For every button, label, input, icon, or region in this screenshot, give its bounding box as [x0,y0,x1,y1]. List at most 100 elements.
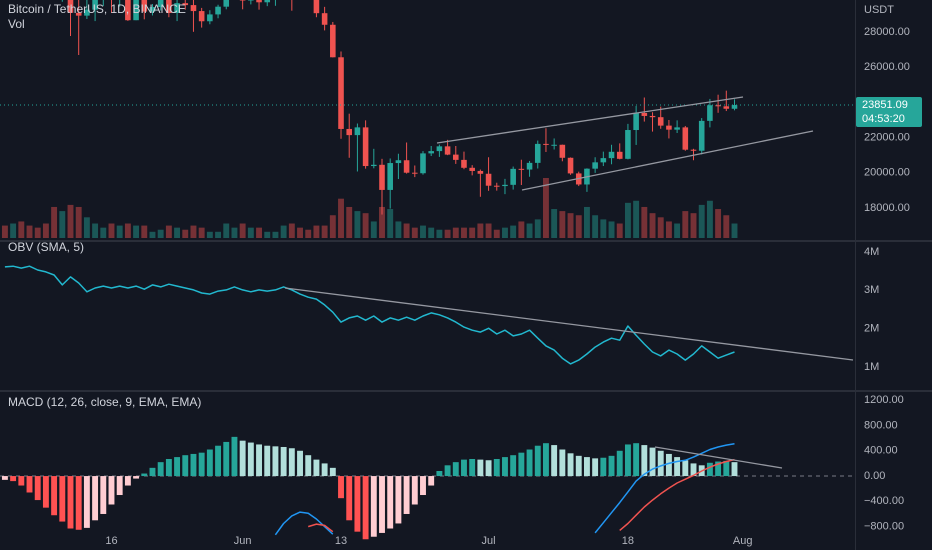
histogram-bar [329,467,336,477]
chart-title: Bitcoin / TetherUS, 1D, BINANCE [8,2,186,16]
x-tick-label: Aug [733,535,753,547]
volume-bar [477,223,484,238]
candle-body [666,125,672,130]
last-price-tag [856,97,922,128]
volume-bar [395,221,402,238]
candle-body [354,127,361,136]
candle-body [616,151,623,159]
histogram-bar [174,457,181,477]
histogram-bar [239,440,246,477]
candle-body [674,127,680,130]
histogram-bar [616,450,623,477]
histogram-bar [706,462,713,477]
volume-bar [690,213,697,238]
histogram-bar [477,459,484,477]
volume-bar [157,229,164,238]
histogram-bar [469,458,476,477]
candle-body [592,162,598,169]
candle-body [436,146,443,152]
volume-bar [247,227,254,238]
volume-bar [575,215,582,238]
candle-body [731,105,738,109]
y-tick-label: 800.00 [864,419,898,431]
volume-bar [461,227,467,238]
histogram-bar [379,476,385,533]
candle-body [223,0,230,7]
x-tick-label: 13 [335,535,347,547]
candle-body [141,0,148,12]
volume-bar [624,202,631,238]
volume-bar [723,215,730,238]
candle-body [420,153,426,174]
histogram-bar [26,476,33,493]
histogram-bar [1,476,8,480]
volume-bar [665,221,672,238]
candle-body [387,163,393,190]
y-tick-label: −400.00 [864,495,904,507]
volume-bar [51,206,58,238]
histogram-bar [510,455,517,477]
histogram-bar [403,476,410,514]
histogram-bar [100,476,107,514]
volume-bar [116,225,123,238]
histogram-bar [133,476,140,479]
histogram-bar [149,467,156,477]
histogram-bar [190,453,197,477]
volume-bar [510,225,517,238]
histogram-bar [297,450,303,477]
volume-bar [174,227,181,238]
volume-bar [264,231,271,238]
volume-bar [428,227,435,238]
histogram-bar [305,455,312,477]
candle-body [403,160,410,173]
histogram-bar [223,441,230,477]
volume-bar [559,211,566,238]
histogram-bar [313,459,320,477]
histogram-bar [567,453,574,477]
histogram-bar [657,450,664,477]
price-pane [0,0,855,238]
y-tick-label: 20000.00 [864,167,910,179]
candle-body [67,0,74,13]
x-tick-label: 18 [622,535,634,547]
candle-body [338,57,344,129]
y-axis-label: USDT [864,4,894,16]
volume-bar [288,223,295,238]
histogram-bar [272,446,279,477]
y-tick-label: 400.00 [864,445,898,457]
volume-bar [469,227,476,238]
y-tick-label: 18000.00 [864,202,910,214]
candle-body [477,170,484,174]
y-tick-label: 4M [864,246,879,258]
volume-bar [26,225,33,238]
histogram-bar [18,476,25,486]
histogram-bar [338,476,344,499]
volume-bar [657,217,664,238]
candle-body [75,12,82,16]
candle-body [379,164,385,190]
histogram-bar [354,476,361,532]
histogram-bar [346,476,353,521]
volume-bar [698,204,705,238]
candle-body [641,112,648,116]
volume-bar [411,227,418,238]
candle-body [207,14,213,22]
histogram-bar [723,460,730,477]
volume-bar [59,211,66,238]
candle-body [371,164,377,167]
histogram-bar [715,461,722,477]
volume-bar [518,221,525,238]
y-tick-label: 1200.00 [864,394,904,406]
candle-body [330,24,336,58]
volume-bar [124,223,131,238]
histogram-bar [198,452,205,477]
volume-bar [190,225,197,238]
candle-body [452,154,459,160]
candle-body [174,3,180,14]
histogram-bar [526,449,533,477]
volume-bar [370,221,377,238]
volume-bar [420,225,426,238]
histogram-bar [83,476,90,528]
trend-line [521,130,814,191]
